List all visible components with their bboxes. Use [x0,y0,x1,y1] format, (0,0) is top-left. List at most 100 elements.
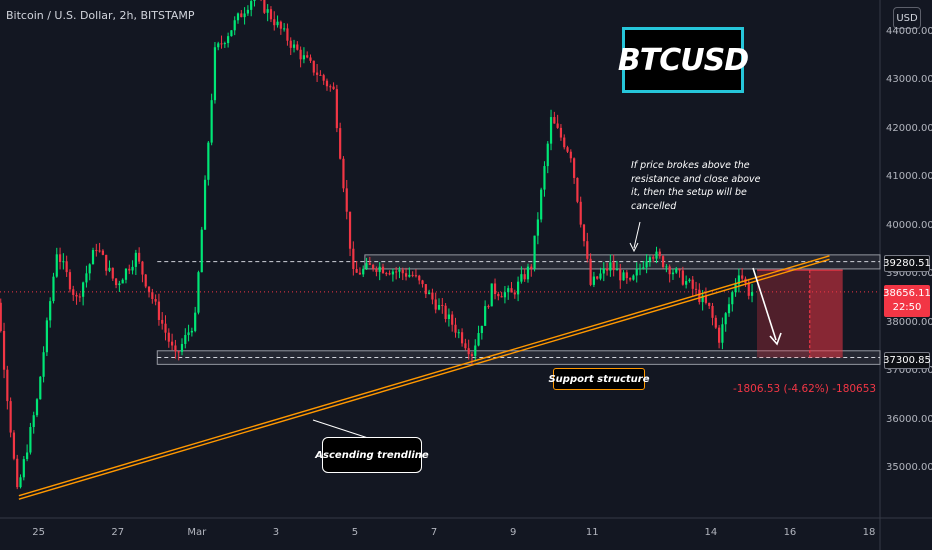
candle-body [378,266,381,272]
candle-body [91,250,95,265]
candle-body [22,459,25,478]
candle-body [612,262,615,271]
candle-body [157,301,161,320]
candle-body [675,268,678,273]
x-tick-label: 5 [351,527,359,538]
candle-body [747,283,750,296]
candle-body [724,313,727,325]
y-tick-label: 43000.00 [886,74,932,86]
candle-body [655,251,658,259]
symbol-title[interactable]: Bitcoin / U.S. Dollar, 2h, BITSTAMP [6,9,195,22]
candle-body [6,369,9,402]
candle-body [718,327,721,343]
candle-body [26,452,29,460]
candle-body [385,273,388,275]
candle-body [470,354,474,356]
candle-body [484,306,487,326]
candle-body [741,275,744,279]
candle-body [118,283,121,286]
candle-body [750,292,754,296]
candle-body [236,13,240,21]
candle-body [704,295,708,303]
candle-body [540,189,543,220]
candle-body [98,250,101,252]
x-tick-label: 18 [862,527,876,538]
candle-body [737,275,740,285]
candle-body [424,284,427,295]
candle-body [688,279,691,282]
candle-body [500,296,503,298]
candle-body [408,274,411,277]
candle-body [250,1,253,10]
candle-body [701,295,704,303]
candle-body [609,262,612,271]
x-tick-label: 7 [430,527,438,538]
support-price-tag: 37300.85 [883,352,931,369]
candle-body [45,320,48,353]
candle-body [691,279,694,289]
candle-body [279,21,282,29]
candle-body [269,9,273,20]
candle-body [319,74,322,76]
candle-body [375,268,378,272]
y-tick-label: 37000.00 [886,365,932,377]
candle-body [52,276,55,302]
currency-button[interactable]: USD [893,7,921,29]
candle-body [711,305,714,318]
candle-body [220,43,223,45]
candle-body [467,348,470,355]
candle-body [78,296,81,298]
candle-body [368,263,371,265]
short-position-shade [809,270,843,358]
current-price-value: 38656.11 [883,288,931,299]
candle-body [586,241,589,259]
candle-body [592,276,595,285]
candle-body [388,273,391,275]
candle-body [9,401,12,433]
candle-body [576,177,579,202]
candle-body [665,266,668,268]
candle-body [474,345,477,356]
candle-body [566,147,569,152]
candle-body [223,43,226,45]
candle-body [128,268,131,271]
candle-body [553,117,556,124]
candle-body [642,267,645,269]
candle-body [200,229,203,273]
ascending-trendline-lower [18,258,830,500]
ascending-trendline [18,255,830,497]
cancellation-note: If price brokes above the resistance and… [631,160,761,212]
candle-body [246,9,249,14]
candle-body [668,266,671,275]
current-price-tag: 38656.11 22:50 [883,285,931,317]
candle-body [381,266,385,274]
candle-body [520,274,523,282]
candle-body [549,117,553,144]
candle-body [335,89,338,129]
candle-body [579,201,582,225]
candle-body [253,0,256,2]
candle-body [658,251,661,257]
candle-body [398,269,401,272]
candle-body [625,272,628,279]
candle-body [464,343,467,349]
candle-body [632,275,635,280]
candle-body [493,283,497,295]
candle-body [180,343,184,352]
candle-body [678,268,681,271]
candle-body [451,314,454,325]
candle-body [299,49,302,60]
candle-body [480,325,483,334]
candle-body [510,288,513,293]
candle-body [210,100,213,143]
candle-body [671,272,675,275]
candle-body [434,299,437,310]
candle-body [85,273,88,283]
candle-body [75,294,78,297]
candle-body [727,304,731,314]
candle-body [187,332,190,336]
candle-body [401,269,404,274]
candle-body [694,288,698,290]
candle-body [530,266,533,269]
